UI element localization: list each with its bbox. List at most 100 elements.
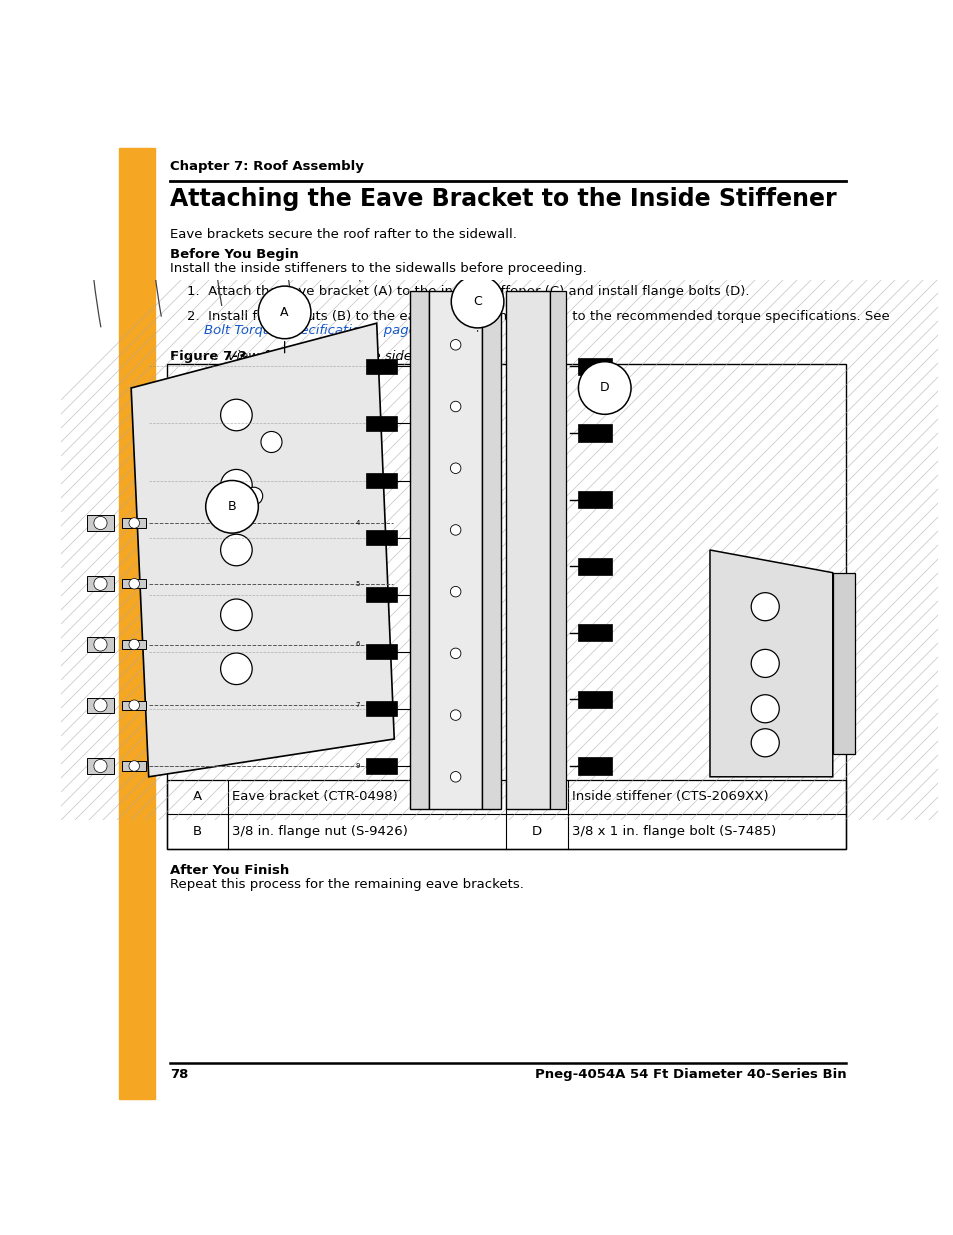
Circle shape xyxy=(93,699,107,711)
Text: Chapter 7: Roof Assembly: Chapter 7: Roof Assembly xyxy=(171,159,364,173)
Circle shape xyxy=(220,469,252,501)
Circle shape xyxy=(129,761,139,772)
Text: C: C xyxy=(532,790,541,804)
Bar xyxy=(505,290,550,809)
Text: Bolt Torque Specifications, page 28.: Bolt Torque Specifications, page 28. xyxy=(204,324,442,337)
Bar xyxy=(366,587,396,603)
Bar xyxy=(410,290,429,809)
Bar xyxy=(366,416,396,431)
Text: 3/8 in. flange nut (S-9426): 3/8 in. flange nut (S-9426) xyxy=(233,825,408,839)
Text: Pneg-4054A 54 Ft Diameter 40-Series Bin: Pneg-4054A 54 Ft Diameter 40-Series Bin xyxy=(534,1067,845,1081)
Polygon shape xyxy=(131,324,394,777)
Text: Inside stiffener (CTS-2069XX): Inside stiffener (CTS-2069XX) xyxy=(572,790,768,804)
Circle shape xyxy=(750,650,779,678)
Text: 6: 6 xyxy=(355,641,359,647)
Circle shape xyxy=(578,362,630,414)
Bar xyxy=(366,530,396,545)
Circle shape xyxy=(220,399,252,431)
Text: 4: 4 xyxy=(355,520,359,526)
Bar xyxy=(167,364,845,848)
Circle shape xyxy=(220,653,252,684)
Text: Attaching the Eave Bracket to the Inside Stiffener: Attaching the Eave Bracket to the Inside… xyxy=(171,186,836,211)
Polygon shape xyxy=(709,550,832,777)
Text: Install the inside stiffeners to the sidewalls before proceeding.: Install the inside stiffeners to the sid… xyxy=(171,262,586,275)
Bar xyxy=(88,637,113,652)
Circle shape xyxy=(450,772,460,782)
Bar xyxy=(832,573,854,755)
Bar xyxy=(88,515,113,531)
Circle shape xyxy=(93,638,107,651)
Text: B: B xyxy=(193,825,201,839)
Circle shape xyxy=(220,535,252,566)
Circle shape xyxy=(129,700,139,710)
Bar xyxy=(578,624,611,641)
Bar xyxy=(122,700,146,710)
Bar xyxy=(119,148,154,1099)
Circle shape xyxy=(93,516,107,530)
Circle shape xyxy=(450,401,460,411)
Bar xyxy=(481,290,500,809)
Circle shape xyxy=(220,599,252,631)
Circle shape xyxy=(450,525,460,535)
Circle shape xyxy=(450,648,460,658)
Bar xyxy=(122,579,146,588)
Circle shape xyxy=(450,463,460,473)
Circle shape xyxy=(129,517,139,529)
Bar xyxy=(578,425,611,442)
Bar xyxy=(88,577,113,592)
Circle shape xyxy=(258,287,311,338)
Circle shape xyxy=(245,488,262,505)
Bar xyxy=(122,519,146,527)
Text: D: D xyxy=(532,825,541,839)
Text: 5: 5 xyxy=(355,580,359,587)
Bar xyxy=(578,757,611,774)
Bar xyxy=(366,645,396,659)
Circle shape xyxy=(261,431,282,452)
Circle shape xyxy=(750,729,779,757)
Bar xyxy=(366,701,396,716)
Circle shape xyxy=(129,578,139,589)
Bar xyxy=(366,359,396,374)
Text: View from inside of the sidewall of a bin: View from inside of the sidewall of a bi… xyxy=(223,350,492,363)
Text: 3/8 x 1 in. flange bolt (S-7485): 3/8 x 1 in. flange bolt (S-7485) xyxy=(572,825,776,839)
Text: B: B xyxy=(228,500,236,514)
Text: 7: 7 xyxy=(355,703,359,708)
Bar xyxy=(550,290,565,809)
Bar xyxy=(578,358,611,375)
Circle shape xyxy=(451,275,503,329)
Bar xyxy=(578,690,611,708)
Text: 9: 9 xyxy=(355,763,359,769)
Bar xyxy=(366,758,396,773)
Circle shape xyxy=(206,480,258,534)
Circle shape xyxy=(750,695,779,722)
Bar xyxy=(88,698,113,713)
Text: A: A xyxy=(280,306,289,319)
Bar xyxy=(122,762,146,771)
Bar xyxy=(88,758,113,773)
Text: Eave bracket (CTR-0498): Eave bracket (CTR-0498) xyxy=(233,790,397,804)
Circle shape xyxy=(450,587,460,597)
Circle shape xyxy=(750,593,779,621)
Circle shape xyxy=(129,640,139,650)
Circle shape xyxy=(450,710,460,720)
Circle shape xyxy=(93,760,107,773)
Text: A: A xyxy=(193,790,201,804)
Text: 78: 78 xyxy=(171,1067,189,1081)
Text: 2.  Install flange nuts (B) to the eave bracket and tighten to the recommended t: 2. Install flange nuts (B) to the eave b… xyxy=(187,310,889,322)
Circle shape xyxy=(93,577,107,590)
Circle shape xyxy=(450,340,460,350)
Bar xyxy=(578,557,611,574)
Text: Figure 7-3: Figure 7-3 xyxy=(171,350,247,363)
Text: C: C xyxy=(473,295,481,308)
Bar xyxy=(429,290,481,809)
Text: D: D xyxy=(599,382,609,394)
Bar xyxy=(122,640,146,650)
Text: Before You Begin: Before You Begin xyxy=(171,248,299,262)
Bar xyxy=(366,473,396,488)
Bar xyxy=(167,779,845,848)
Text: Eave brackets secure the roof rafter to the sidewall.: Eave brackets secure the roof rafter to … xyxy=(171,227,517,241)
Bar xyxy=(578,492,611,509)
Text: 1.  Attach the eave bracket (A) to the inside stiffener (C) and install flange b: 1. Attach the eave bracket (A) to the in… xyxy=(187,285,749,299)
Text: After You Finish: After You Finish xyxy=(171,864,290,877)
Text: Repeat this process for the remaining eave brackets.: Repeat this process for the remaining ea… xyxy=(171,878,524,892)
